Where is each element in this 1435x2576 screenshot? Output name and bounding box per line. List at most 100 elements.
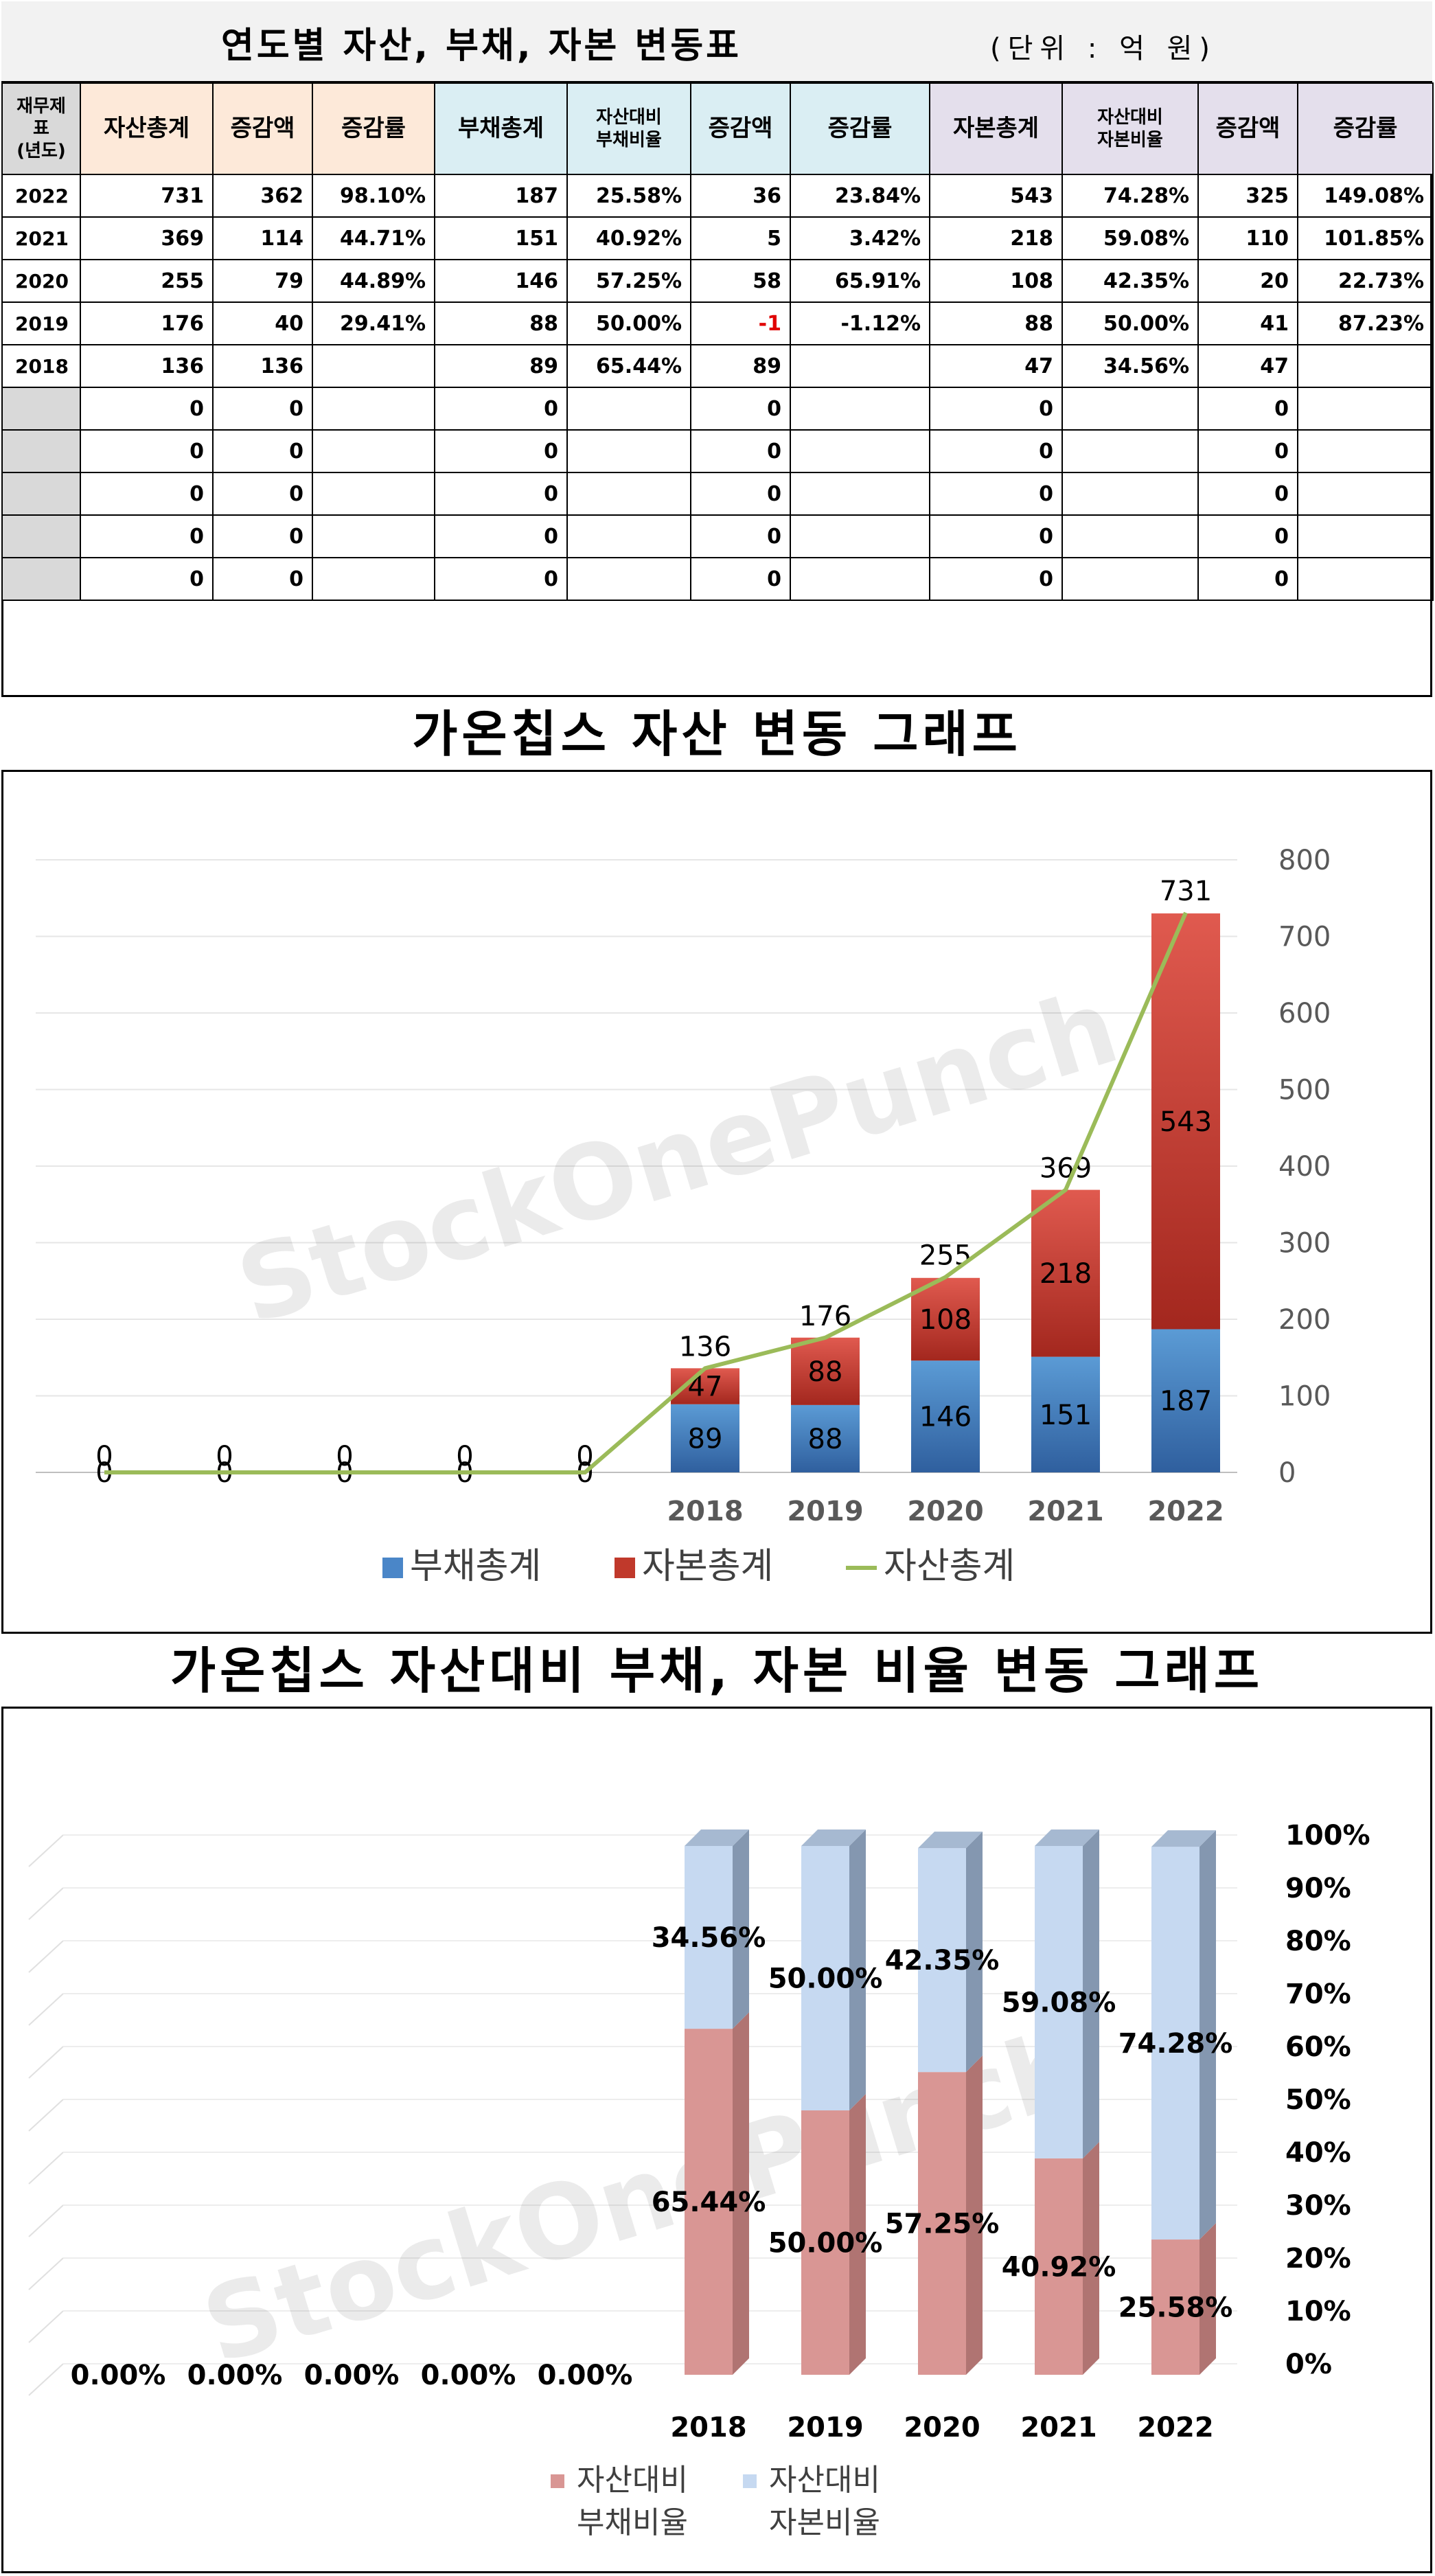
x-tick-label: 2019 [787, 2412, 863, 2443]
asset-total-label: 731 [1160, 876, 1212, 907]
gridline [28, 2257, 64, 2290]
asset-total-label: 369 [1040, 1153, 1092, 1185]
table-title: 연도별 자산, 부채, 자본 변동표 [221, 25, 742, 67]
x-tick-label: 2021 [1027, 1496, 1103, 1527]
y-tick-label: 600 [1278, 998, 1331, 1029]
gridline [28, 2363, 64, 2396]
capital-ratio-bar-top [1151, 1830, 1216, 1847]
cell-asset-chg: 136 [212, 344, 313, 388]
x-tick-label: 2022 [1137, 2412, 1213, 2443]
cell-debt-ratio: 50.00% [566, 301, 691, 345]
asset-total-label: 255 [919, 1240, 972, 1272]
capital-ratio-bar [685, 1846, 733, 2029]
ratio-chart: 0%10%20%30%40%50%60%70%80%90%100%StockOn… [28, 1820, 1370, 2540]
cell-year: 2020 [1, 259, 81, 303]
cell-year: 2021 [1, 216, 81, 260]
y-tick-label: 40% [1285, 2137, 1351, 2169]
capital-ratio-bar-side [966, 1832, 983, 2073]
cell-debt-chg: 0 [690, 387, 791, 431]
y-tick-label: 10% [1285, 2296, 1351, 2327]
y-tick-label: 80% [1285, 1926, 1351, 1957]
cell-cap-ratio [1061, 429, 1199, 473]
y-tick-label: 800 [1278, 845, 1331, 876]
capital-ratio-bar-side [1199, 1830, 1216, 2240]
cell-debt-rate [790, 429, 930, 473]
cell-year [1, 514, 81, 558]
cell-asset-chg: 0 [212, 387, 313, 431]
cell-cap-rate: 149.08% [1297, 174, 1434, 218]
gridline [28, 2310, 64, 2343]
debt-ratio-bar-side [1199, 2223, 1216, 2375]
cell-year: 2018 [1, 344, 81, 388]
cell-debt: 0 [434, 514, 568, 558]
capital-ratio-label: 34.56% [652, 1922, 766, 1954]
y-tick-label: 30% [1285, 2190, 1351, 2222]
debt-ratio-label: 65.44% [652, 2187, 766, 2218]
cell-cap-ratio: 59.08% [1061, 216, 1199, 260]
cell-debt: 146 [434, 259, 568, 303]
financial-table: 재무제 표 (년도) 자산총계 증감액 증감률 부채총계 자산대비 부채비율 증감액 … [1, 82, 1434, 601]
cell-cap-rate [1297, 472, 1434, 516]
cell-asset-rate [312, 429, 435, 473]
cell-cap-rate [1297, 557, 1434, 601]
x-tick-label: 2020 [907, 1496, 983, 1527]
legend-capital-label: 자본총계 [642, 1546, 773, 1587]
cell-debt: 151 [434, 216, 568, 260]
capital-bar-label: 47 [688, 1371, 723, 1403]
header-capital-change: 증감액 [1197, 82, 1298, 175]
cell-debt: 0 [434, 472, 568, 516]
cell-asset-rate [312, 387, 435, 431]
legend-debt-ratio-label: 자산대비 [577, 2463, 688, 2498]
cell-debt-chg: 0 [690, 514, 791, 558]
cell-asset: 255 [80, 259, 214, 303]
legend-debt-label: 부채총계 [410, 1546, 541, 1587]
legend-capital-swatch [615, 1558, 635, 1578]
cell-cap-rate [1297, 344, 1434, 388]
capital-bar [791, 1337, 860, 1405]
cell-asset-chg: 79 [212, 259, 313, 303]
cell-asset-rate [312, 344, 435, 388]
cell-asset-rate: 29.41% [312, 301, 435, 345]
x-tick-label: 2018 [670, 2412, 746, 2443]
debt-bar-label: 151 [1040, 1400, 1092, 1431]
table-title-bar: 연도별 자산, 부채, 자본 변동표 (단위 : 억 원) [1, 1, 1432, 82]
cell-cap-chg: 0 [1197, 472, 1298, 516]
cell-asset-chg: 0 [212, 557, 313, 601]
y-tick-label: 700 [1278, 922, 1331, 953]
cell-asset-rate [312, 557, 435, 601]
header-debt-total: 부채총계 [434, 82, 568, 175]
x-tick-label: 2019 [787, 1496, 863, 1527]
cell-asset: 0 [80, 557, 214, 601]
capital-ratio-bar [1151, 1847, 1199, 2240]
capital-bar-label: 0 [456, 1441, 473, 1472]
cell-asset-rate [312, 472, 435, 516]
cell-debt-ratio [566, 557, 691, 601]
x-tick-label: 2021 [1020, 2412, 1097, 2443]
y-tick-label: 20% [1285, 2243, 1351, 2275]
cell-cap-rate [1297, 387, 1434, 431]
capital-ratio-label: 74.28% [1118, 2028, 1233, 2060]
cell-asset-rate [312, 514, 435, 558]
capital-bar-label: 108 [919, 1304, 972, 1336]
y-tick-label: 300 [1278, 1228, 1331, 1259]
debt-ratio-bar [918, 2072, 966, 2375]
cell-debt-ratio [566, 429, 691, 473]
cell-cap-ratio: 74.28% [1061, 174, 1199, 218]
y-tick-label: 100 [1278, 1381, 1331, 1413]
cell-cap-chg: 0 [1197, 514, 1298, 558]
cell-cap-chg: 0 [1197, 387, 1298, 431]
debt-ratio-label: 0.00% [187, 2360, 283, 2391]
table-header-row: 재무제 표 (년도) 자산총계 증감액 증감률 부채총계 자산대비 부채비율 증감액 … [1, 82, 1434, 175]
cell-asset: 0 [80, 514, 214, 558]
cell-asset-chg: 0 [212, 514, 313, 558]
cell-debt: 0 [434, 557, 568, 601]
gridline [28, 2152, 64, 2185]
cell-debt-ratio: 65.44% [566, 344, 691, 388]
cell-debt-ratio [566, 387, 691, 431]
capital-ratio-bar-side [733, 1830, 749, 2029]
gridline [28, 2046, 64, 2079]
cell-debt-rate [790, 472, 930, 516]
legend-capital-ratio-swatch [743, 2474, 757, 2488]
capital-ratio-bar-top [685, 1830, 749, 1846]
